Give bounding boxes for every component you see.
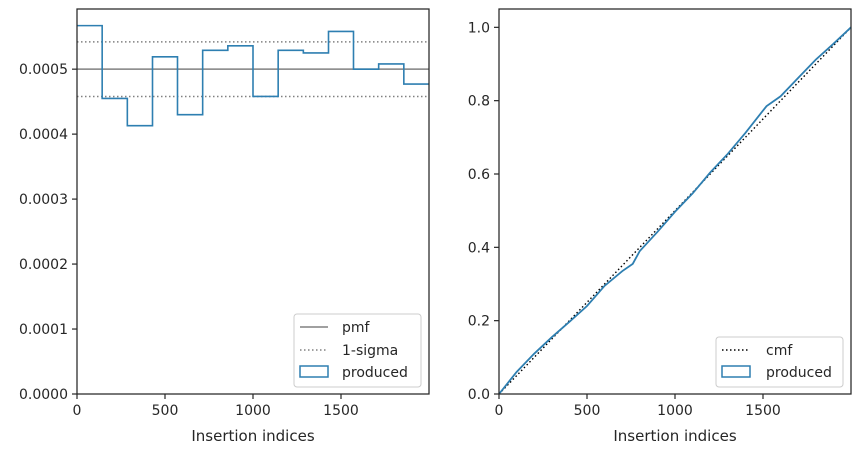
y-tick-label: 0.0000 <box>19 387 68 403</box>
legend-1-sigma-label: 1-sigma <box>342 343 398 359</box>
y-tick-label: 1.0 <box>468 20 490 36</box>
histogram-ticks: 0 500 1000 1500 0.0000 0.0001 0.0002 0.0003 0.00… <box>19 62 359 419</box>
cumulative-panel: 0 500 1000 1500 0.0 0.2 0.4 0.6 0.8 1.0 Insertion… <box>468 8 852 445</box>
legend-cmf-label: cmf <box>766 343 793 359</box>
y-tick-label: 0.0005 <box>19 62 68 78</box>
legend-pmf-label: pmf <box>342 320 371 336</box>
x-tick-label: 0 <box>495 403 504 419</box>
cumulative-xlabel: Insertion indices <box>613 427 736 445</box>
cumulative-plot-area <box>498 26 852 395</box>
y-tick-label: 0.4 <box>468 240 490 256</box>
y-tick-label: 0.0002 <box>19 257 68 273</box>
y-tick-label: 0.8 <box>468 94 490 110</box>
legend-produced-label: produced <box>342 365 408 381</box>
x-tick-label: 500 <box>152 403 179 419</box>
legend-produced-swatch <box>299 365 329 378</box>
cumulative-legend: cmf produced <box>715 336 844 388</box>
y-tick-label: 0.0003 <box>19 192 68 208</box>
y-tick-label: 0.0004 <box>19 127 68 143</box>
histogram-panel: 0 500 1000 1500 0.0000 0.0001 0.0002 0.0003 0.00… <box>19 8 430 445</box>
x-tick-label: 1500 <box>745 403 781 419</box>
histogram-legend: pmf 1-sigma produced <box>293 313 422 388</box>
cumulative-ticks: 0 500 1000 1500 0.0 0.2 0.4 0.6 0.8 1.0 <box>468 20 781 419</box>
x-tick-label: 1000 <box>235 403 271 419</box>
y-tick-label: 0.6 <box>468 167 490 183</box>
histogram-legend-box <box>293 313 422 388</box>
legend-produced-swatch <box>721 365 751 378</box>
y-tick-label: 0.0001 <box>19 322 68 338</box>
x-tick-label: 1000 <box>657 403 693 419</box>
x-tick-label: 500 <box>574 403 601 419</box>
y-tick-label: 0.0 <box>468 387 490 403</box>
x-tick-label: 0 <box>73 403 82 419</box>
histogram-xlabel: Insertion indices <box>191 427 314 445</box>
cumulative-legend-box <box>715 336 844 388</box>
produced-histogram-step <box>77 24 429 127</box>
y-tick-label: 0.2 <box>468 314 490 330</box>
legend-produced-label: produced <box>766 365 832 381</box>
x-tick-label: 1500 <box>323 403 359 419</box>
histogram-plot-area <box>77 24 429 127</box>
produced-series-line <box>498 26 852 395</box>
